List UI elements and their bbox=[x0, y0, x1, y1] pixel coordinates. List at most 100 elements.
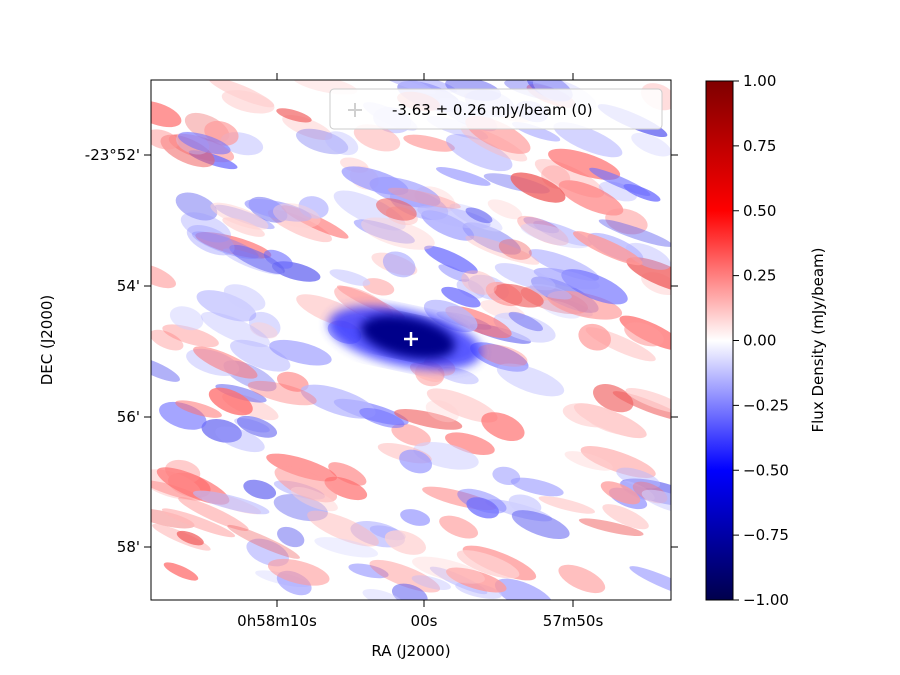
y-tick-label: 58' bbox=[117, 538, 140, 556]
colorbar-tick-label: 0.50 bbox=[743, 202, 776, 220]
noise-blob bbox=[558, 564, 606, 594]
colorbar-tick-label: 0.00 bbox=[743, 332, 776, 350]
noise-blob bbox=[441, 286, 481, 308]
noise-blob bbox=[437, 366, 479, 385]
noise-blob bbox=[243, 479, 277, 500]
y-axis-label: DEC (J2000) bbox=[38, 295, 56, 386]
colorbar-label: Flux Density (mJy/beam) bbox=[809, 248, 827, 433]
noise-blob bbox=[517, 215, 569, 246]
noise-blob bbox=[178, 496, 249, 532]
colorbar-tick-label: 0.75 bbox=[743, 137, 776, 155]
noise-blob bbox=[314, 537, 379, 558]
y-axis: -23°52' 54' 56' 58' DEC (J2000) bbox=[38, 146, 678, 556]
noise-blob bbox=[578, 518, 644, 537]
noise-blob bbox=[626, 257, 671, 294]
noise-blob bbox=[602, 504, 649, 530]
noise-blob bbox=[538, 496, 596, 514]
noise-blob bbox=[493, 312, 556, 343]
noise-blob bbox=[161, 508, 236, 538]
noise-blob bbox=[329, 269, 371, 286]
legend: -3.63 ± 0.26 mJy/beam (0) bbox=[329, 88, 663, 130]
noise-blob bbox=[465, 207, 493, 224]
noise-blob bbox=[589, 167, 651, 197]
legend-plus-icon bbox=[348, 103, 362, 117]
noise-blob bbox=[585, 327, 656, 362]
noise-blob bbox=[208, 387, 253, 416]
noise-blob bbox=[578, 323, 611, 351]
noise-blob bbox=[193, 490, 270, 515]
noise-blob bbox=[169, 306, 204, 331]
noise-blob bbox=[558, 180, 624, 216]
noise-blob bbox=[487, 199, 523, 220]
noise-blob bbox=[411, 575, 451, 590]
noise-blob bbox=[465, 235, 540, 265]
noise-blob bbox=[529, 283, 572, 300]
noise-blob bbox=[462, 222, 521, 255]
noise-blob bbox=[629, 566, 671, 599]
noise-blob bbox=[162, 324, 219, 348]
noise-blob bbox=[196, 290, 257, 322]
colorbar: 1.00 0.75 0.50 0.25 0.00 −0.25 −0.50 −0.75 −1.00… bbox=[705, 72, 827, 609]
noise-blob bbox=[498, 239, 532, 260]
noise-blob bbox=[436, 166, 491, 186]
noise-blob bbox=[201, 418, 242, 443]
noise-blob bbox=[324, 131, 359, 156]
noise-blob bbox=[612, 391, 671, 421]
noise-blob bbox=[277, 526, 305, 548]
noise-blob bbox=[328, 462, 367, 486]
noise-blob bbox=[361, 217, 435, 250]
noise-blob bbox=[359, 407, 405, 429]
noise-blob bbox=[151, 129, 179, 150]
noise-blob bbox=[249, 322, 278, 339]
noise-blob bbox=[481, 412, 525, 441]
y-tick-label: 54' bbox=[117, 277, 140, 295]
noise-blob bbox=[369, 559, 441, 593]
noise-blob bbox=[494, 263, 556, 291]
y-tick-label: 56' bbox=[117, 408, 140, 426]
noise-blob bbox=[266, 453, 337, 482]
noise-blob bbox=[523, 216, 560, 234]
noise-blob bbox=[494, 578, 554, 600]
noise-blob bbox=[445, 134, 513, 172]
noise-blob bbox=[593, 383, 634, 413]
noise-blob bbox=[300, 384, 376, 419]
plot-frame bbox=[150, 79, 672, 601]
noise-blob bbox=[510, 172, 566, 203]
legend-box bbox=[329, 88, 663, 130]
noise-blob bbox=[276, 108, 312, 123]
colorbar-tick-label: −0.50 bbox=[743, 461, 789, 479]
noise-blob bbox=[215, 426, 265, 453]
noise-blob bbox=[362, 588, 404, 600]
noise-blob bbox=[520, 223, 590, 249]
noise-blob bbox=[466, 497, 499, 519]
noise-blob bbox=[236, 415, 278, 438]
noise-blob bbox=[274, 466, 338, 503]
noise-blob bbox=[417, 205, 491, 229]
noise-blob bbox=[533, 267, 600, 290]
noise-blob bbox=[175, 192, 218, 221]
noise-blob bbox=[229, 244, 285, 274]
noise-blob bbox=[553, 122, 623, 158]
noise-blob bbox=[151, 263, 176, 289]
noise-blob bbox=[333, 190, 406, 231]
noise-blob bbox=[496, 363, 565, 397]
noise-blob bbox=[362, 278, 395, 296]
noise-blob bbox=[324, 476, 368, 501]
noise-blob bbox=[625, 242, 671, 270]
noise-blob bbox=[384, 530, 426, 555]
x-axis-label: RA (J2000) bbox=[371, 642, 450, 660]
noise-blob bbox=[307, 510, 379, 547]
noise-blob bbox=[382, 251, 416, 278]
noise-blob bbox=[600, 481, 641, 505]
noise-blob bbox=[353, 219, 415, 244]
noise-blob bbox=[180, 212, 232, 243]
noise-blob bbox=[200, 311, 270, 348]
noise-blob bbox=[508, 311, 543, 332]
noise-blob bbox=[394, 409, 463, 430]
flux-map bbox=[150, 79, 672, 601]
noise-blob bbox=[456, 550, 520, 579]
noise-blob bbox=[248, 311, 281, 338]
noise-blob bbox=[438, 264, 470, 282]
x-tick-label: 00s bbox=[411, 612, 438, 630]
